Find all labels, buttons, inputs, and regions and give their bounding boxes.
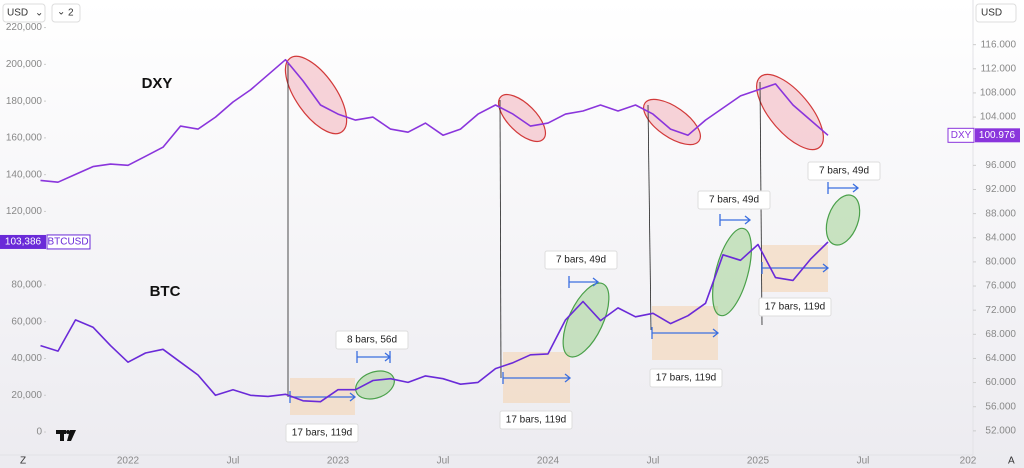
x-tick-label: Jul <box>437 456 450 467</box>
annotation-text: 7 bars, 49d <box>556 255 606 266</box>
tv-logo <box>56 430 76 441</box>
annotation-text: DXY <box>142 75 173 92</box>
currency-button[interactable] <box>2 3 46 23</box>
annotation-text: 7 bars, 49d <box>709 195 759 206</box>
highlight-ellipse <box>497 93 547 143</box>
y-tick-label: 20,000 <box>11 390 42 401</box>
connector-line <box>499 99 502 379</box>
y2-tick-label: 72.000 <box>985 305 1016 316</box>
annotation-text: BTC <box>150 283 181 300</box>
y2-tick-label: 60.000 <box>985 377 1016 388</box>
y2-tick-label: 80.000 <box>985 257 1016 268</box>
range-arrow <box>719 214 752 226</box>
y-tick-label: 180,000 <box>6 96 43 107</box>
y2-tick-label: 92.000 <box>985 184 1016 195</box>
x-tick-label: Jul <box>227 456 240 467</box>
y2-tick-label: 76.000 <box>985 281 1016 292</box>
price-tag-name: DXY <box>951 130 972 141</box>
auto-button[interactable]: A <box>1008 456 1015 467</box>
y2-tick-label: 64.000 <box>985 353 1016 364</box>
x-tick-label: 2024 <box>537 456 560 467</box>
y-tick-label: 40,000 <box>11 353 42 364</box>
connector-line <box>647 104 652 331</box>
annotation-text: 17 bars, 119d <box>292 428 352 439</box>
range-arrow <box>502 372 572 384</box>
y-tick-label: 120,000 <box>6 206 43 217</box>
range-arrow <box>568 276 600 288</box>
price-tag-value: 103,386 <box>5 237 42 248</box>
y2-tick-label: 84.000 <box>985 232 1016 243</box>
annotation-text: 7 bars, 49d <box>819 166 869 177</box>
y2-tick-label: 112.000 <box>981 63 1017 74</box>
chevron: ⌄ <box>35 8 43 19</box>
annotation-box <box>649 368 723 388</box>
y2-tick-label: 108.000 <box>980 88 1017 99</box>
x-tick-label: 2023 <box>327 456 350 467</box>
y-tick-label: 160,000 <box>6 133 43 144</box>
range-arrow <box>761 262 830 274</box>
price-tag-name: BTCUSD <box>47 237 88 248</box>
price-tag-box <box>0 234 46 249</box>
annotation-box <box>697 190 771 210</box>
annotation-box <box>758 297 832 317</box>
annotation-box <box>499 410 573 430</box>
y2-tick-label: 116.000 <box>981 39 1017 50</box>
series-line <box>40 58 829 183</box>
y-tick-label: 60,000 <box>11 316 42 327</box>
x-tick-label: 2022 <box>117 456 140 467</box>
annotation-box <box>807 161 881 181</box>
y-tick-label: 200,000 <box>6 59 43 70</box>
price-tag-box <box>975 128 1020 143</box>
series-line <box>40 241 829 403</box>
highlight-ellipse <box>643 98 701 146</box>
range-arrow <box>651 327 720 339</box>
annotation-box <box>285 423 359 443</box>
y-tick-label: 140,000 <box>6 169 43 180</box>
y-tick-label: 80,000 <box>11 280 42 291</box>
y2-tick-label: 52.000 <box>985 426 1016 437</box>
price-tag-name-box <box>947 127 975 143</box>
highlight-ellipse <box>712 227 752 317</box>
range-arrow <box>289 391 357 403</box>
y2-tick-label: 96.000 <box>985 160 1016 171</box>
price-tag-value: 100.976 <box>979 130 1016 141</box>
compare-button[interactable] <box>51 3 81 23</box>
range-arrow <box>827 182 860 194</box>
zoom-button[interactable]: Z <box>20 456 26 467</box>
annotation-box <box>544 250 618 270</box>
currency-label: USD <box>981 8 1002 19</box>
annotation-text: 8 bars, 56d <box>347 335 397 346</box>
currency-label: USD <box>7 8 28 19</box>
highlight-ellipse <box>284 55 348 135</box>
y-tick-label: 0 <box>36 427 42 438</box>
range-arrow <box>356 351 392 363</box>
price-tag-name-box <box>46 234 91 250</box>
annotation-text: 17 bars, 119d <box>506 415 566 426</box>
annotation-text: 17 bars, 119d <box>765 302 825 313</box>
y2-tick-label: 56.000 <box>985 401 1016 412</box>
y-tick-label: 220,000 <box>6 22 43 33</box>
annotation-text: 17 bars, 119d <box>656 373 716 384</box>
y2-tick-label: 104.000 <box>980 112 1017 123</box>
highlight-ellipse <box>355 370 395 400</box>
chevron: ⌄ <box>57 7 65 18</box>
highlight-ellipse <box>825 194 861 246</box>
x-tick-label: Jul <box>647 456 660 467</box>
highlight-ellipse <box>756 73 824 151</box>
annotation-box <box>335 330 409 350</box>
y2-tick-label: 88.000 <box>985 208 1016 219</box>
x-tick-label: 202 <box>960 456 977 467</box>
y2-tick-label: 68.000 <box>985 329 1016 340</box>
x-tick-label: Jul <box>857 456 870 467</box>
currency-button[interactable] <box>975 3 1017 23</box>
compare-count: 2 <box>68 8 74 19</box>
highlight-ellipse <box>562 282 610 358</box>
x-tick-label: 2025 <box>747 456 770 467</box>
